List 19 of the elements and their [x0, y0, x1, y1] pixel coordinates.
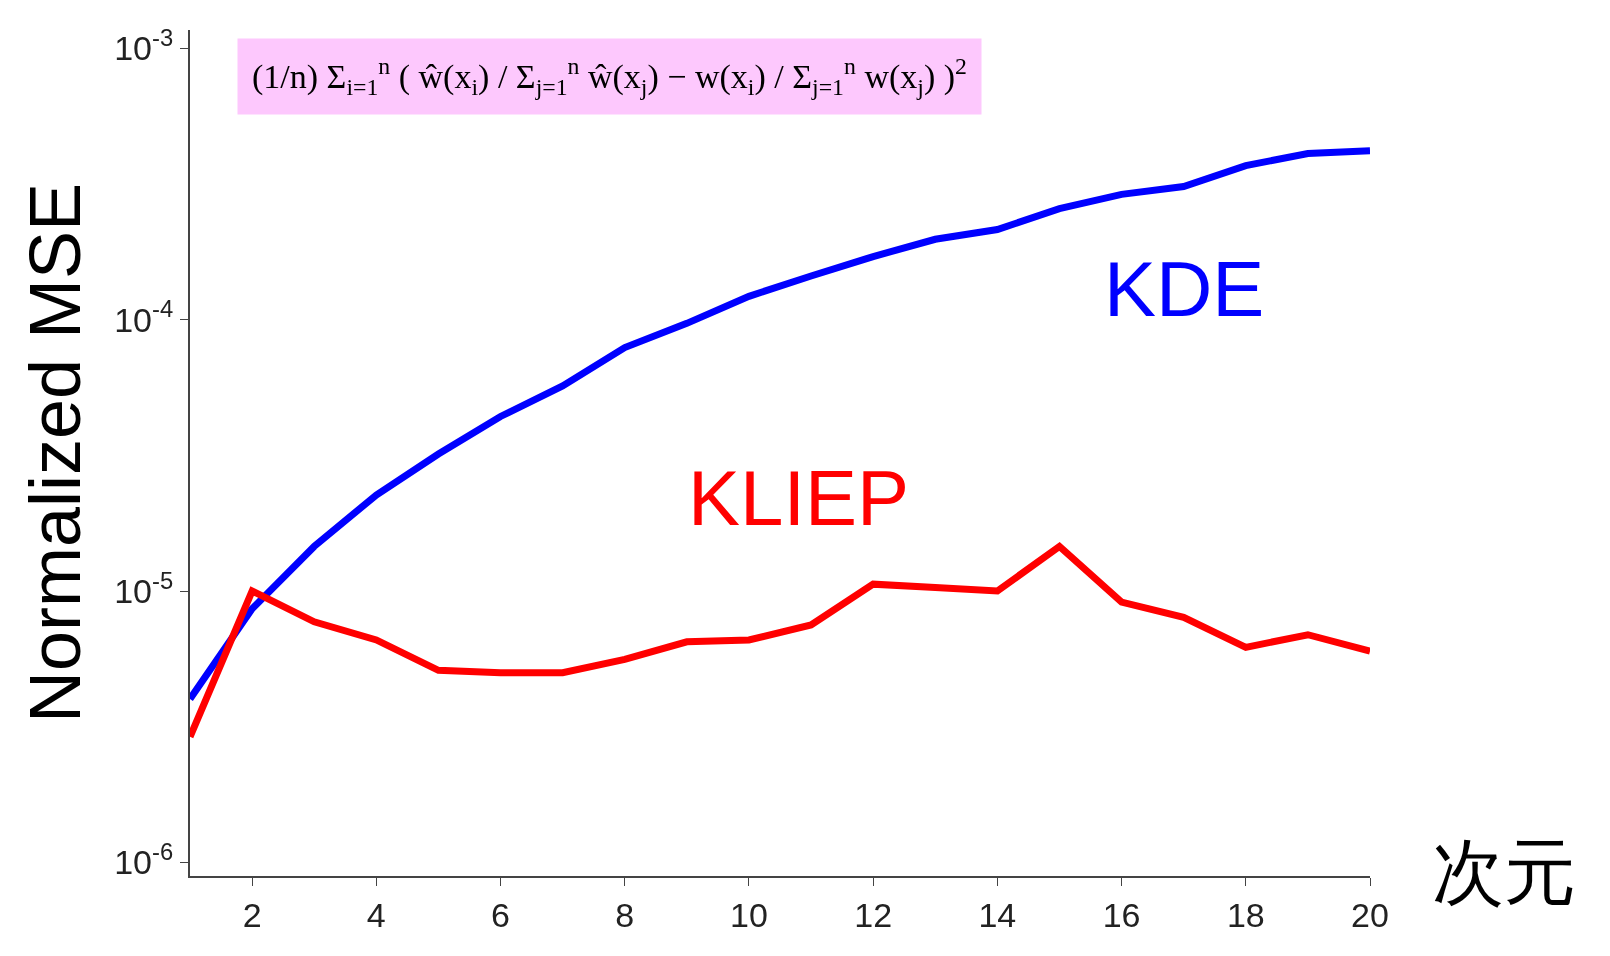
x-tick-label: 20: [1351, 895, 1389, 934]
y-tick-label: 10$^{-6}$: [114, 837, 174, 882]
y-tick-label: 10$^{-4}$: [114, 295, 174, 339]
x-tick-label: 8: [615, 895, 635, 934]
text: (1/n) Σ$_{i=1}$$^{n}$ ( ŵ(x$_{i}$) / Σ$_{j=1}$$^{n}$ ŵ(x$_{j}$) − w(x$_{i}$) / Σ$_{j=1}$$^{n}$ w(x$_{j}$) )$^{2}$: [252, 53, 967, 101]
x-tick-label: 4: [366, 895, 386, 934]
x-tick-label: 6: [491, 895, 510, 934]
x-axis-title: 次元: [1432, 830, 1576, 914]
x-tick-label: 16: [1102, 895, 1141, 934]
x-tick-label: 14: [978, 895, 1017, 934]
y-tick-label: 10$^{-3}$: [114, 24, 174, 68]
y-axis-title: Normalized MSE: [15, 182, 95, 724]
series-label: KDE: [1104, 245, 1265, 333]
y-tick-label: 10$^{-5}$: [114, 566, 174, 610]
x-tick-label: 10: [730, 895, 768, 934]
x-tick-label: 2: [242, 895, 262, 934]
x-tick-label: 12: [854, 895, 893, 934]
series-label: KLIEP: [688, 454, 910, 542]
x-tick-label: 18: [1226, 895, 1265, 934]
